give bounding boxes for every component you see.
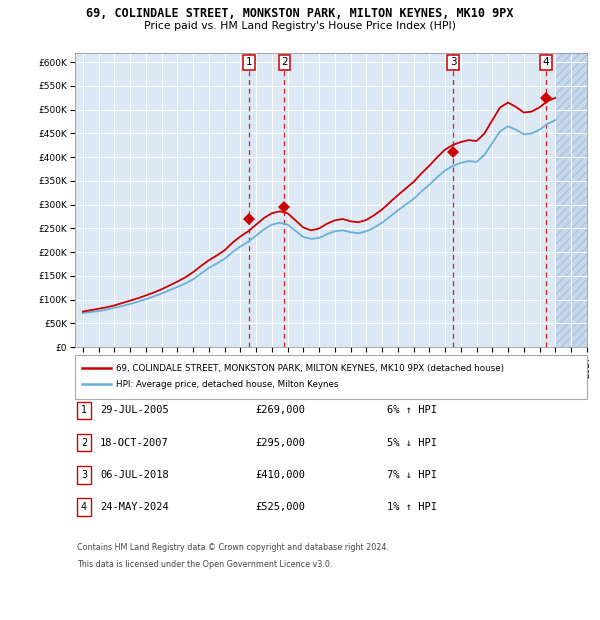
Text: HPI: Average price, detached house, Milton Keynes: HPI: Average price, detached house, Milt… <box>116 380 338 389</box>
Text: £410,000: £410,000 <box>255 470 305 480</box>
Text: £295,000: £295,000 <box>255 438 305 448</box>
Text: Price paid vs. HM Land Registry's House Price Index (HPI): Price paid vs. HM Land Registry's House … <box>144 21 456 31</box>
Text: 1: 1 <box>246 58 253 68</box>
Text: £269,000: £269,000 <box>255 405 305 415</box>
Text: £525,000: £525,000 <box>255 502 305 512</box>
Text: 2: 2 <box>81 438 87 448</box>
Text: 1: 1 <box>81 405 87 415</box>
Text: 06-JUL-2018: 06-JUL-2018 <box>100 470 169 480</box>
Text: 18-OCT-2007: 18-OCT-2007 <box>100 438 169 448</box>
Text: 1% ↑ HPI: 1% ↑ HPI <box>387 502 437 512</box>
Text: 4: 4 <box>81 502 87 512</box>
Text: 3: 3 <box>450 58 457 68</box>
Text: 29-JUL-2005: 29-JUL-2005 <box>100 405 169 415</box>
Text: 69, COLINDALE STREET, MONKSTON PARK, MILTON KEYNES, MK10 9PX: 69, COLINDALE STREET, MONKSTON PARK, MIL… <box>86 7 514 20</box>
Text: 5% ↓ HPI: 5% ↓ HPI <box>387 438 437 448</box>
Text: 6% ↑ HPI: 6% ↑ HPI <box>387 405 437 415</box>
Text: 4: 4 <box>542 58 549 68</box>
Text: Contains HM Land Registry data © Crown copyright and database right 2024.: Contains HM Land Registry data © Crown c… <box>77 542 389 552</box>
Text: 24-MAY-2024: 24-MAY-2024 <box>100 502 169 512</box>
Text: This data is licensed under the Open Government Licence v3.0.: This data is licensed under the Open Gov… <box>77 560 333 569</box>
Text: 7% ↓ HPI: 7% ↓ HPI <box>387 470 437 480</box>
Text: 3: 3 <box>81 470 87 480</box>
Text: 69, COLINDALE STREET, MONKSTON PARK, MILTON KEYNES, MK10 9PX (detached house): 69, COLINDALE STREET, MONKSTON PARK, MIL… <box>116 364 504 373</box>
Text: 2: 2 <box>281 58 288 68</box>
Bar <box>556 53 587 347</box>
